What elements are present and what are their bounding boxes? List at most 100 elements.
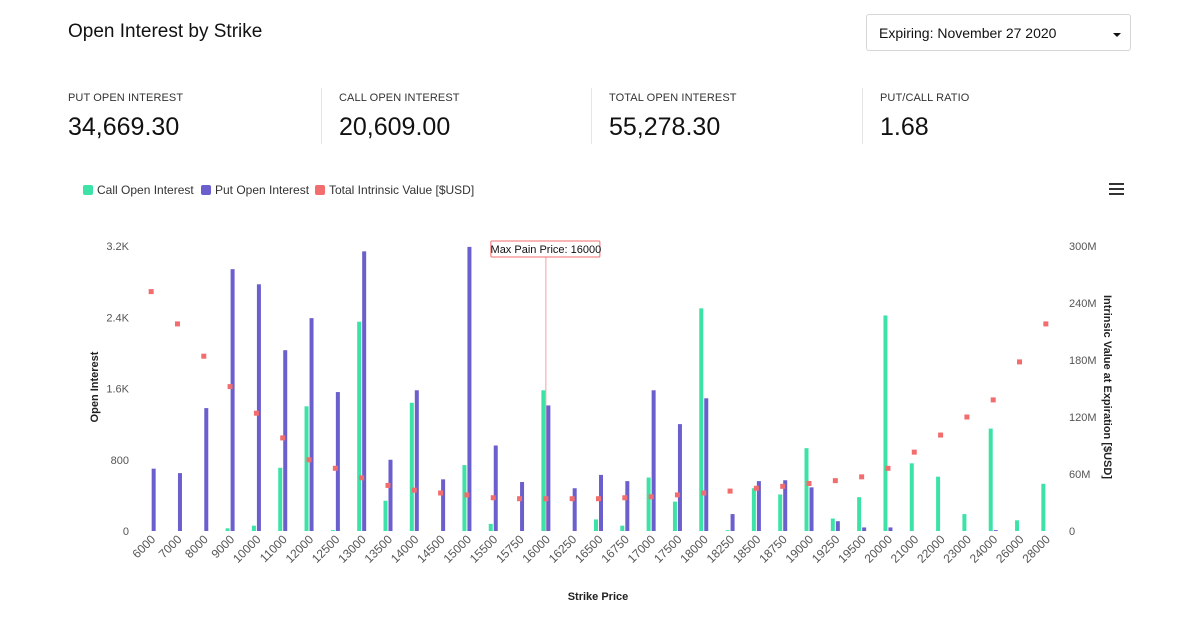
legend-swatch [201,185,211,195]
y2-tick-label: 60M [1069,469,1090,481]
x-tick-label: 15750 [493,532,527,566]
intrinsic-point [885,465,891,471]
x-tick-label: 18250 [704,532,738,566]
stat-divider [321,88,322,144]
call-bar [278,467,283,531]
put-bar [362,251,367,531]
x-tick-label: 14500 [414,532,448,566]
intrinsic-point [1017,359,1023,365]
x-tick-label: 20000 [862,532,896,566]
put-bar [783,480,788,531]
legend-item[interactable]: Total Intrinsic Value [$USD] [315,183,474,197]
put-bar [651,390,656,531]
call-bar [251,525,256,531]
intrinsic-point [964,414,970,420]
put-bar [546,405,551,531]
x-axis: 6000700080009000100001100012000125001300… [129,532,1053,566]
intrinsic-point [306,457,312,463]
call-bar [620,525,625,531]
put-bar [283,350,288,531]
intrinsic-value-series [148,289,1049,502]
x-tick-label: 10000 [230,532,264,566]
stat-divider [862,88,863,144]
intrinsic-point [622,495,628,501]
legend-item[interactable]: Put Open Interest [201,183,310,197]
y2-tick-label: 240M [1069,298,1097,310]
put-bar [493,445,498,531]
y-axis-right: 0 60M 120M 180M 240M 300M [1069,241,1097,538]
intrinsic-point [490,495,496,501]
put-bar [467,246,472,531]
y2-axis-title: Intrinsic Value at Expiration [$USD] [1101,295,1113,479]
chart-legend: Call Open Interest Put Open Interest Total… [83,183,474,197]
max-pain-label-box [490,240,601,258]
intrinsic-point [280,435,286,441]
put-bar [756,481,761,531]
put-bar [862,527,867,531]
put-bar [230,269,235,531]
x-tick-label: 24000 [967,532,1001,566]
put-bar [388,459,393,531]
call-bar [936,476,941,531]
x-axis-title: Strike Price [568,591,629,603]
intrinsic-point [911,449,917,455]
put-bar [256,284,261,531]
y2-tick-label: 180M [1069,355,1097,367]
legend-swatch [83,185,93,195]
page-title: Open Interest by Strike [68,21,263,42]
call-bar [304,406,309,531]
put-bar [309,318,314,531]
legend-item[interactable]: Call Open Interest [83,183,194,197]
stat-put-call-ratio: PUT/CALL RATIO 1.68 [880,92,969,150]
x-tick-label: 15000 [441,532,475,566]
hamburger-menu-icon[interactable] [1109,183,1124,195]
call-bar [988,428,993,531]
call-bar [1015,520,1020,531]
max-pain-annotation: Max Pain Price: 16000 [490,240,602,531]
y2-tick-label: 120M [1069,412,1097,424]
stat-call-open-interest: CALL OPEN INTEREST 20,609.00 [339,92,460,150]
x-tick-label: 7000 [156,532,185,561]
expiry-select[interactable]: Expiring: November 27 2020 [866,14,1131,51]
y-tick-label: 3.2K [106,241,129,253]
x-tick-label: 12500 [309,532,343,566]
intrinsic-point [648,494,654,500]
put-bar [888,527,893,531]
y-axis-title: Open Interest [89,351,101,422]
stat-divider [591,88,592,144]
x-tick-label: 6000 [129,532,158,561]
x-tick-label: 17500 [651,532,685,566]
y-tick-label: 2.4K [106,312,129,324]
intrinsic-point [753,485,759,491]
y-axis-left: 0 800 1.6K 2.4K 3.2K [106,241,129,538]
call-bar [594,519,598,531]
call-bar [225,528,230,531]
put-bar [704,398,709,531]
x-tick-label: 26000 [993,532,1027,566]
intrinsic-point [543,496,549,502]
call-bar [857,497,862,531]
call-bar [909,463,914,531]
x-tick-label: 28000 [1019,532,1053,566]
call-bar [672,501,677,531]
put-bar [993,530,998,531]
intrinsic-point [411,487,417,493]
stat-label: PUT OPEN INTEREST [68,92,184,104]
call-bar [883,315,888,531]
x-tick-label: 22000 [914,532,948,566]
call-bar [462,465,467,531]
intrinsic-point [253,410,259,416]
call-bar [751,488,756,531]
put-bar [414,390,419,531]
x-tick-label: 18750 [756,532,790,566]
x-tick-label: 12000 [283,532,317,566]
call-bar [383,500,388,531]
x-tick-label: 18000 [677,532,711,566]
put-bar [625,481,630,531]
x-tick-label: 11000 [257,532,290,565]
intrinsic-point [701,490,707,496]
put-bar [441,479,446,531]
x-tick-label: 8000 [182,532,211,561]
call-bar [330,530,335,531]
max-pain-label: Max Pain Price: 16000 [491,244,602,256]
